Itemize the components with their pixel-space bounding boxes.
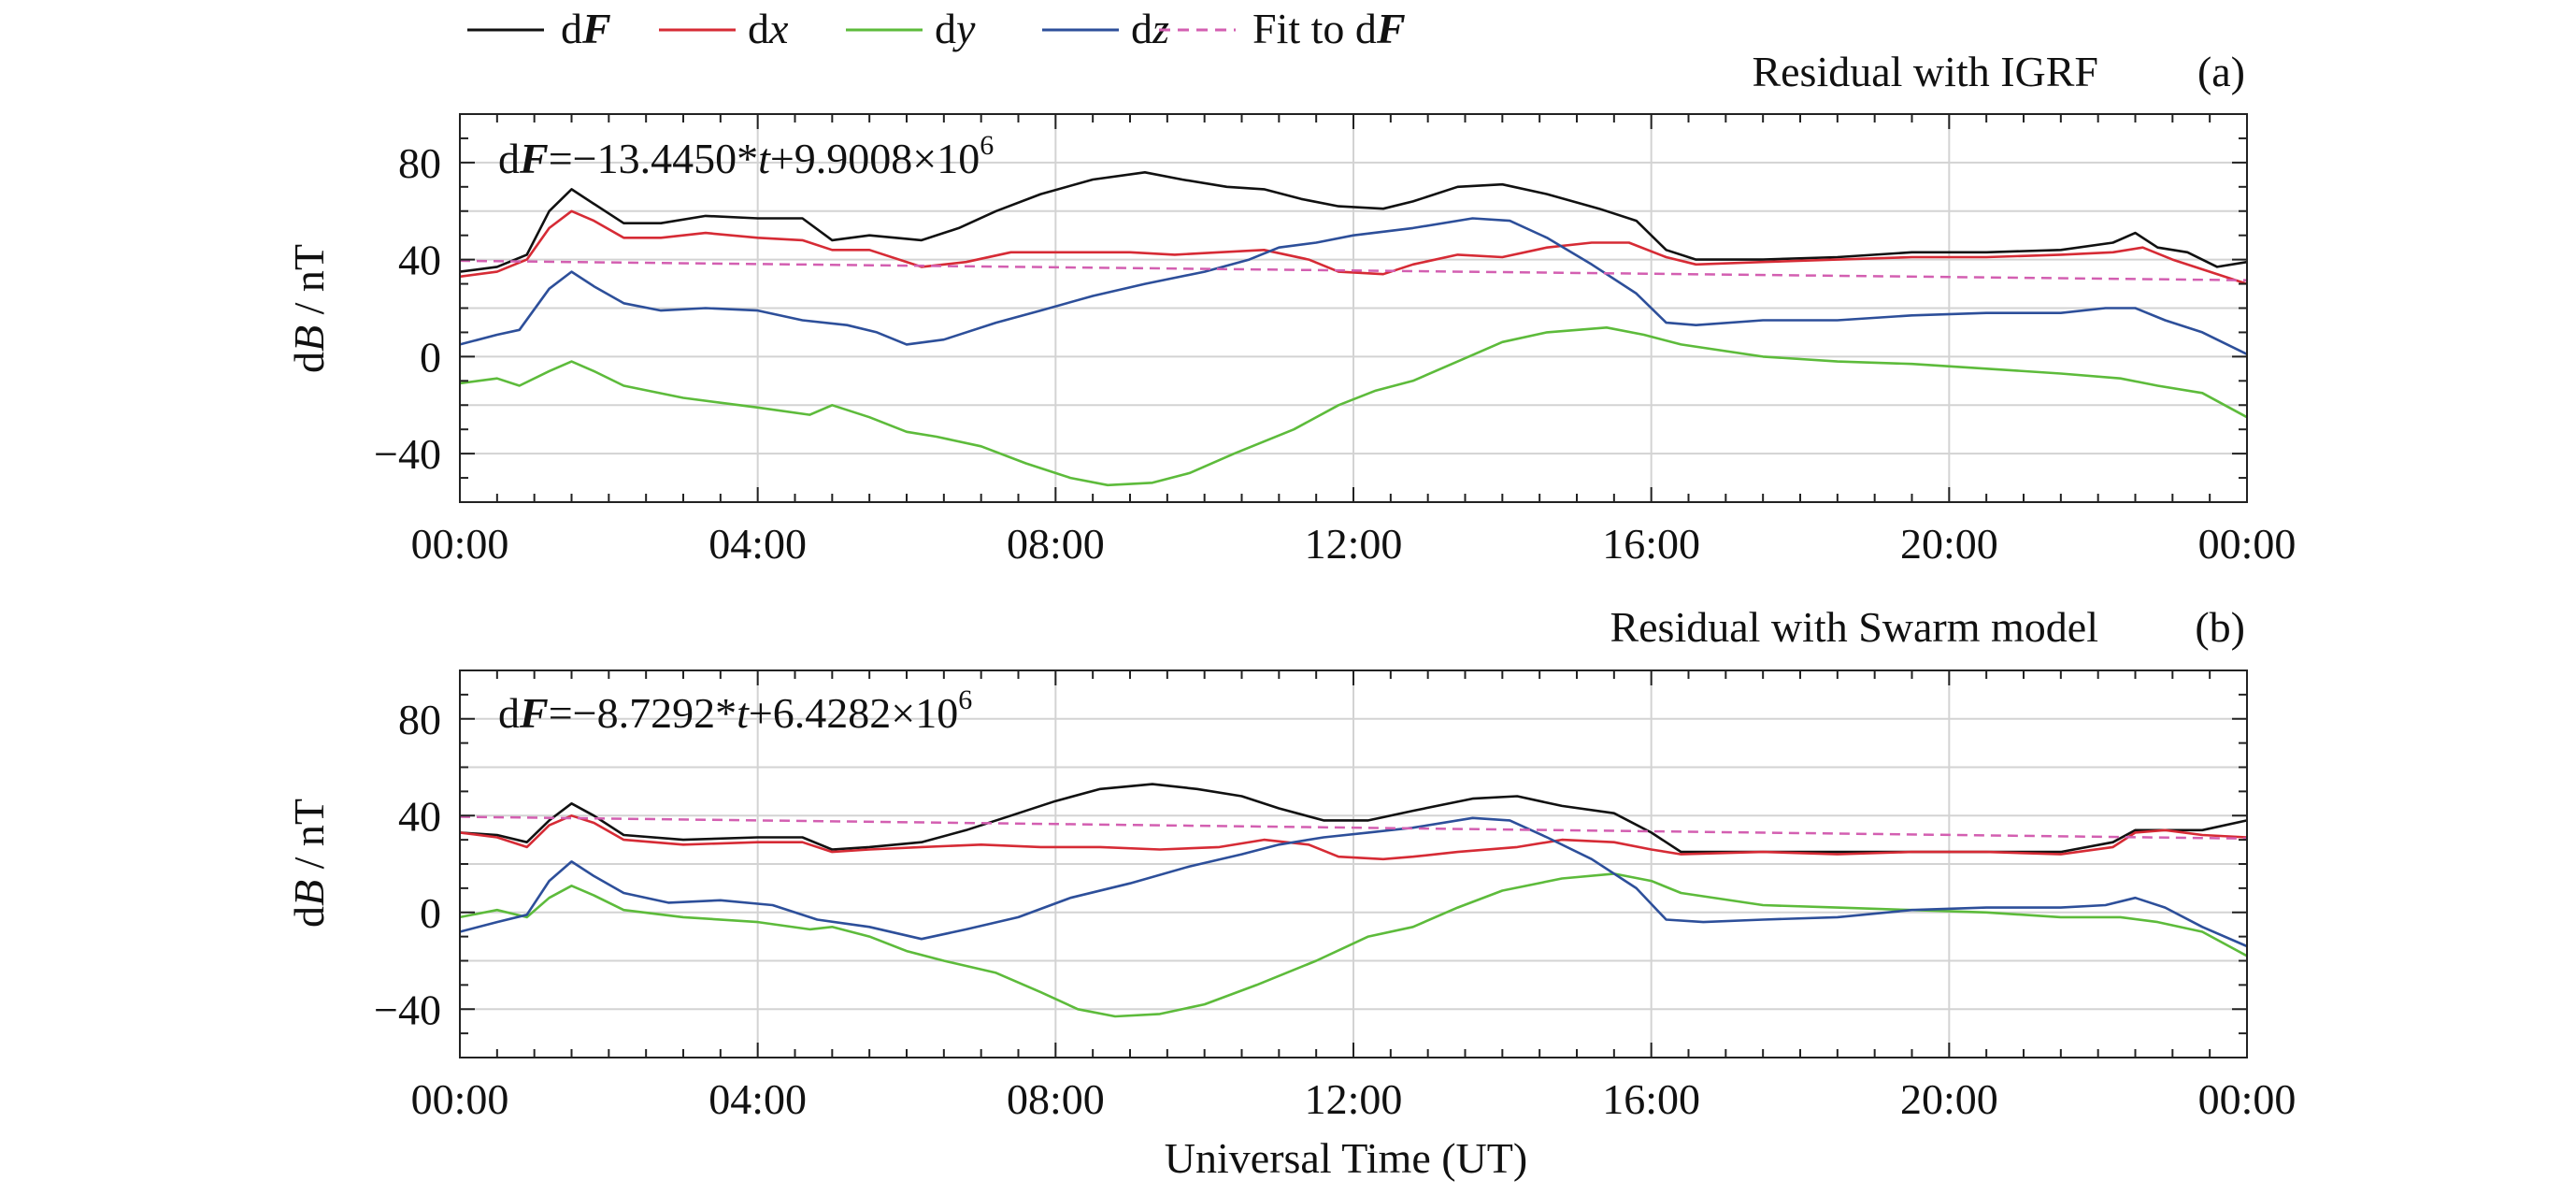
x-tick-label: 08:00	[1007, 1075, 1105, 1123]
legend-label-dy: dy	[935, 5, 976, 52]
x-tick-label: 00:00	[411, 520, 509, 568]
y-tick-label: 40	[398, 792, 441, 840]
y-tick-label: −40	[374, 986, 441, 1033]
x-tick-label: 04:00	[708, 520, 807, 568]
legend-item-fit: Fit to dF	[1159, 5, 1406, 52]
legend-item-dy: dy	[846, 5, 976, 52]
x-tick-label: 00:00	[2198, 1075, 2297, 1123]
series-line-dF	[459, 171, 2248, 273]
series-line-dx	[459, 813, 2248, 861]
series-line-dz	[459, 816, 2248, 948]
panel-b-swarm-residual: 00:00 04:00 08:00 12:00 16:00 20:00 00:00 −40 0 4…	[285, 603, 2296, 1123]
fit-equation: dF=−13.4450*t+9.9008×106	[498, 130, 994, 182]
panel-title: Residual with IGRF	[1752, 48, 2098, 95]
x-tick-label: 20:00	[1900, 520, 1998, 568]
y-axis-label: dB / nT	[285, 799, 333, 928]
panel-label: (b)	[2195, 603, 2245, 651]
x-tick-label: 12:00	[1305, 520, 1403, 568]
x-tick-label: 00:00	[2198, 520, 2297, 568]
series-line-dx	[459, 209, 2248, 285]
x-tick-label: 00:00	[411, 1075, 509, 1123]
legend-item-dx: dx	[659, 5, 789, 52]
legend-label-dF: dF	[561, 5, 611, 52]
series-line-dy	[459, 325, 2248, 487]
series-line-fit	[459, 259, 2248, 281]
y-tick-label: 80	[398, 696, 441, 743]
y-tick-label: 40	[398, 237, 441, 284]
y-tick-label: −40	[374, 430, 441, 478]
x-tick-label: 16:00	[1602, 520, 1700, 568]
legend-label-dx: dx	[748, 5, 789, 52]
x-tick-label: 16:00	[1602, 1075, 1700, 1123]
x-tick-label: 04:00	[708, 1075, 807, 1123]
panel-title: Residual with Swarm model	[1610, 603, 2098, 651]
panel-a-igrf-residual: 00:00 04:00 08:00 12:00 16:00 20:00 00:00 −40 0 4…	[285, 48, 2296, 568]
series-line-dy	[459, 872, 2248, 1018]
x-tick-label: 08:00	[1007, 520, 1105, 568]
fit-equation: dF=−8.7292*t+6.4282×106	[498, 684, 972, 737]
x-axis-label: Universal Time (UT)	[1165, 1134, 1527, 1182]
y-axis-label: dB / nT	[285, 244, 333, 373]
chart-legend: dF dx dy dz Fit to dF	[467, 5, 1406, 52]
series-line-fit	[459, 815, 2248, 841]
series-line-dz	[459, 217, 2248, 355]
x-tick-label: 20:00	[1900, 1075, 1998, 1123]
y-tick-label: 0	[420, 333, 441, 381]
legend-item-dz: dz	[1042, 5, 1169, 52]
y-tick-label: 0	[420, 889, 441, 937]
legend-item-dF: dF	[467, 5, 611, 52]
x-tick-label: 12:00	[1305, 1075, 1403, 1123]
y-tick-label: 80	[398, 139, 441, 187]
legend-label-fit: Fit to dF	[1252, 5, 1406, 52]
panel-label: (a)	[2197, 48, 2245, 95]
